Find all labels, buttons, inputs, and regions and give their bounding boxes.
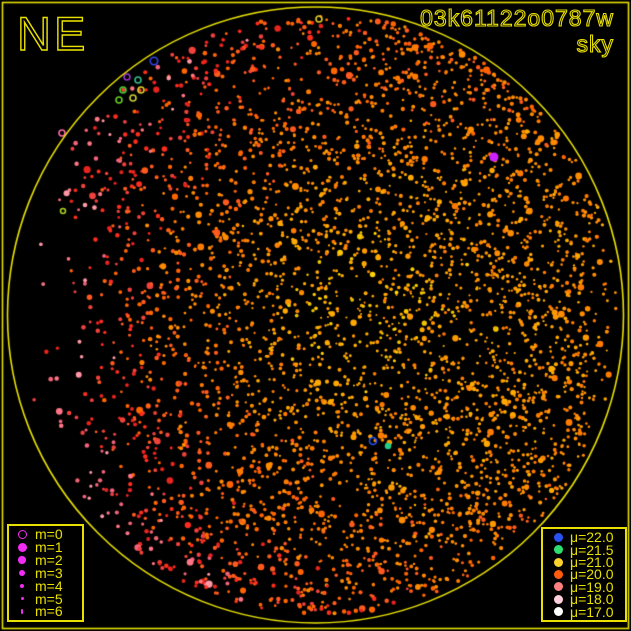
plot-subtitle: sky xyxy=(576,30,614,57)
legend-label: m=0 xyxy=(35,526,63,543)
magnitude-legend-row: m=2 xyxy=(9,552,82,569)
magnitude-size-legend: m=0 m=1 m=2 m=3 m=4 m=5 m=6 xyxy=(7,524,84,622)
legend-label: μ=20.0 xyxy=(570,566,614,583)
dot-symbol xyxy=(9,583,35,589)
dot-symbol xyxy=(9,597,35,601)
color-dot xyxy=(546,582,570,592)
dot-symbol xyxy=(9,542,35,552)
magnitude-legend-row: m=4 xyxy=(9,577,82,594)
magnitude-legend-row: m=1 xyxy=(9,539,82,556)
legend-label: μ=22.0 xyxy=(570,529,614,546)
plot-title: 03k61122o0787w xyxy=(420,4,614,31)
color-dot xyxy=(546,545,570,555)
brightness-legend-row: μ=20.0 xyxy=(543,566,625,583)
legend-label: μ=17.0 xyxy=(570,603,614,620)
brightness-legend-row: μ=19.0 xyxy=(543,578,625,595)
legend-label: μ=18.0 xyxy=(570,591,614,608)
brightness-color-legend: μ=22.0 μ=21.5 μ=21.0 μ=20.0 μ=19.0 μ=18.0 μ=17… xyxy=(541,527,627,622)
dot-symbol xyxy=(9,569,35,576)
color-dot xyxy=(546,532,570,542)
color-dot xyxy=(546,557,570,567)
ring-symbol xyxy=(9,529,35,539)
dot-symbol xyxy=(9,556,35,564)
legend-label: m=6 xyxy=(35,603,63,620)
orientation-label: NE xyxy=(16,6,89,60)
color-dot xyxy=(546,607,570,617)
brightness-legend-row: μ=21.0 xyxy=(543,554,625,571)
legend-label: μ=21.0 xyxy=(570,554,614,571)
magnitude-legend-row: m=3 xyxy=(9,564,82,581)
legend-label: m=2 xyxy=(35,552,63,569)
legend-label: m=4 xyxy=(35,577,63,594)
magnitude-legend-row: m=5 xyxy=(9,590,82,607)
brightness-legend-row: μ=21.5 xyxy=(543,541,625,558)
legend-label: m=1 xyxy=(35,539,63,556)
legend-label: μ=19.0 xyxy=(570,578,614,595)
brightness-legend-row: μ=18.0 xyxy=(543,591,625,608)
color-dot xyxy=(546,569,570,579)
legend-label: m=5 xyxy=(35,590,63,607)
color-dot xyxy=(546,594,570,604)
magnitude-legend-row: m=0 xyxy=(9,526,82,543)
brightness-legend-row: μ=17.0 xyxy=(543,603,625,620)
magnitude-legend-row: m=6 xyxy=(9,603,82,620)
legend-label: μ=21.5 xyxy=(570,541,614,558)
legend-label: m=3 xyxy=(35,564,63,581)
dash-symbol xyxy=(9,608,35,614)
brightness-legend-row: μ=22.0 xyxy=(543,529,625,546)
